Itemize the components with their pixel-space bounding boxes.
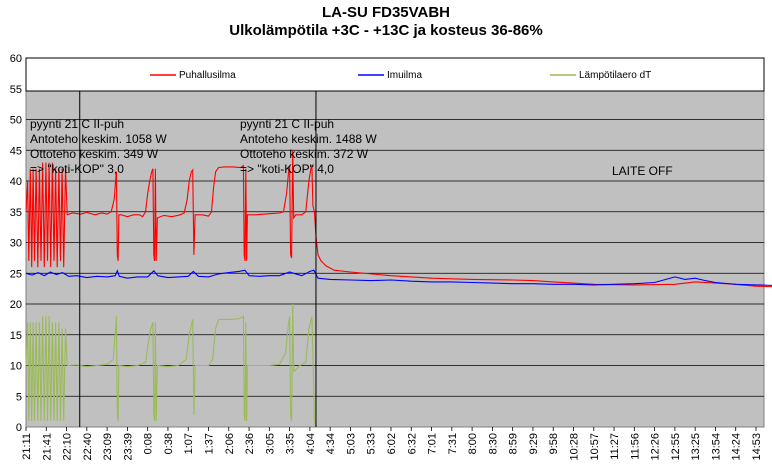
x-tick-label: 4:34 <box>325 433 337 454</box>
y-tick-label: 0 <box>16 422 22 434</box>
x-tick-label: 2:06 <box>224 433 236 454</box>
x-tick-label: 14:24 <box>731 433 743 461</box>
legend-label: Lämpötilaero dT <box>579 70 651 81</box>
x-tick-label: 11:27 <box>609 433 621 460</box>
x-tick-label: 10:28 <box>569 433 581 461</box>
x-tick-label: 10:57 <box>589 433 601 461</box>
chart-title: LA-SU FD35VABH <box>321 4 451 21</box>
annotation-line: pyynti 21 C II-puh <box>30 117 124 131</box>
chart-title-block: LA-SU FD35VABH Ulkolämpötila +3C - +13C … <box>0 4 772 40</box>
y-tick-label: 50 <box>10 115 22 127</box>
x-axis-ticks: 21:11 21:41 22:10 22:40 23:09 23:39 0:08 0:38 1:… <box>21 427 763 461</box>
y-tick-label: 5 <box>16 391 22 403</box>
x-tick-label: 5:33 <box>366 433 378 454</box>
x-tick-label: 3:35 <box>285 433 297 454</box>
x-tick-label: 0:08 <box>143 433 155 454</box>
annotation-line: LAITE OFF <box>612 164 673 178</box>
x-tick-label: 4:04 <box>305 433 317 454</box>
x-tick-label: 6:02 <box>386 433 398 454</box>
x-tick-label: 8:00 <box>467 433 479 454</box>
x-tick-label: 5:03 <box>345 433 357 454</box>
x-tick-label: 7:01 <box>427 433 439 454</box>
series-line <box>25 269 772 286</box>
chart-subtitle: Ulkolämpötila +3C - +13C ja kosteus 36-8… <box>229 22 543 39</box>
y-tick-label: 55 <box>10 84 22 96</box>
x-tick-label: 0:38 <box>163 433 175 454</box>
y-tick-label: 30 <box>10 238 22 250</box>
x-tick-label: 21:41 <box>41 433 53 461</box>
legend-label: Puhallusilma <box>179 70 236 81</box>
x-tick-label: 13:25 <box>690 433 702 461</box>
x-tick-label: 9:58 <box>548 433 560 454</box>
y-tick-label: 15 <box>10 330 22 342</box>
y-tick-label: 40 <box>10 176 22 188</box>
x-tick-label: 22:40 <box>82 433 94 461</box>
x-tick-label: 1:07 <box>183 433 195 454</box>
y-tick-label: 20 <box>10 299 22 311</box>
x-tick-label: 12:26 <box>650 433 662 461</box>
x-tick-label: 11:56 <box>629 433 641 460</box>
x-tick-label: 23:39 <box>122 433 134 461</box>
x-tick-label: 7:31 <box>447 433 459 454</box>
annotation-line: => "koti-KOP" 3,0 <box>30 162 124 176</box>
y-axis-ticks: 0 5 10 15 20 25 30 35 40 45 50 55 60 <box>10 53 22 434</box>
x-tick-label: 14:53 <box>751 433 763 461</box>
annotation-line: pyynti 21 C II-puh <box>240 117 334 131</box>
y-tick-label: 25 <box>10 268 22 280</box>
annotation-line: Antoteho keskim. 1488 W <box>240 132 377 146</box>
legend: Puhallusilma Imuilma Lämpötilaero dT <box>150 70 651 81</box>
x-tick-label: 9:29 <box>528 433 540 454</box>
legend-label: Imuilma <box>387 70 422 81</box>
y-tick-label: 35 <box>10 207 22 219</box>
x-tick-label: 12:55 <box>670 433 682 461</box>
x-tick-label: 23:09 <box>102 433 114 461</box>
x-tick-label: 2:36 <box>244 433 256 454</box>
y-tick-label: 45 <box>10 145 22 157</box>
series-line <box>25 303 317 428</box>
x-tick-label: 22:10 <box>62 433 74 461</box>
legend-box <box>25 57 765 92</box>
x-tick-label: 3:05 <box>264 433 276 454</box>
annotation-line: Ottoteho keskim. 372 W <box>240 147 369 161</box>
x-tick-label: 6:32 <box>406 433 418 454</box>
x-tick-label: 21:11 <box>21 433 33 460</box>
annotation-line: Antoteho keskim. 1058 W <box>30 132 167 146</box>
y-tick-label: 10 <box>10 361 22 373</box>
y-tick-label: 60 <box>10 53 22 65</box>
x-tick-label: 1:37 <box>204 433 216 454</box>
vertical-markers <box>79 91 317 427</box>
annotation-line: Ottoteho keskim. 349 W <box>30 147 159 161</box>
x-tick-label: 13:54 <box>710 433 722 461</box>
x-tick-label: 8:30 <box>487 433 499 454</box>
x-tick-label: 8:59 <box>508 433 520 454</box>
annotation-line: => "koti-KOP" 4,0 <box>240 162 334 176</box>
